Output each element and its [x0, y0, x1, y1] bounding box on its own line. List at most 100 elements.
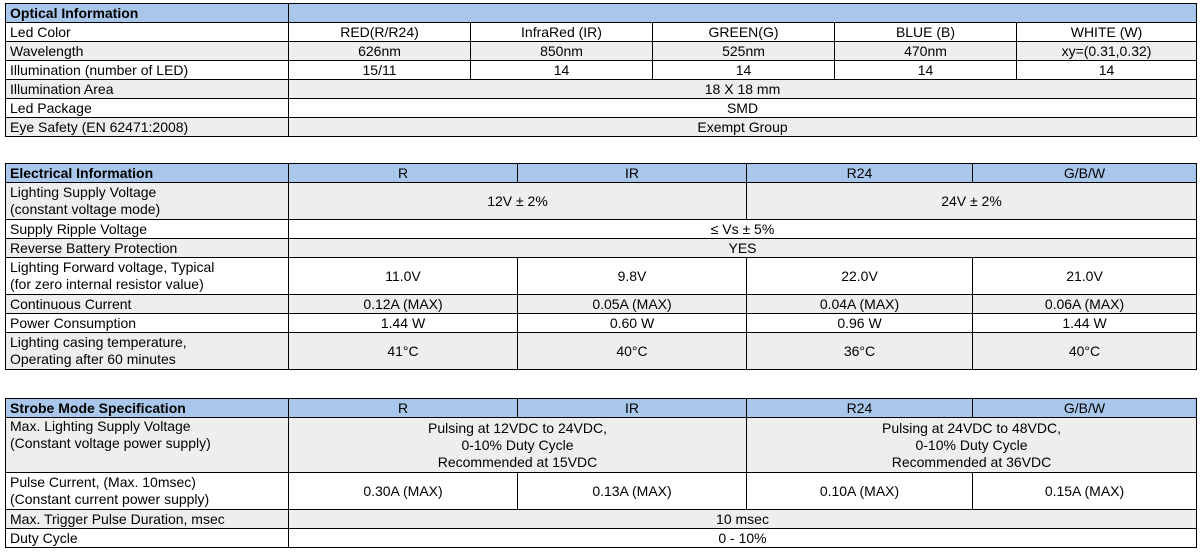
optical-information-table: Optical Information Led Color RED(R/R24)… [5, 3, 1198, 137]
row-label: Lighting Supply Voltage (constant voltag… [5, 182, 289, 220]
column-header: R24 [746, 398, 973, 418]
table-row: Max. Lighting Supply Voltage (Constant v… [5, 417, 1197, 473]
table-row: Led Package SMD [5, 98, 1198, 118]
strobe-mode-table: Strobe Mode Specification R IR R24 G/B/W… [5, 398, 1197, 548]
table-cell: Pulsing at 24VDC to 48VDC, 0-10% Duty Cy… [746, 417, 1197, 473]
row-label-line: Max. Lighting Supply Voltage [10, 418, 191, 435]
table-row: Eye Safety (EN 62471:2008) Exempt Group [5, 117, 1198, 137]
table-cell: WHITE (W) [1015, 22, 1198, 42]
table-cell: RED(R/R24) [288, 22, 471, 42]
column-header: R24 [746, 163, 973, 183]
row-label-line: Operating after 60 minutes [10, 351, 176, 367]
cell-line: Recommended at 15VDC [437, 453, 598, 470]
cell-line: 0-10% Duty Cycle [915, 436, 1028, 453]
strobe-title: Strobe Mode Specification [5, 398, 289, 418]
table-cell: InfraRed (IR) [470, 22, 653, 42]
table-row: Illumination Area 18 X 18 mm [5, 79, 1198, 99]
table-row: Lighting casing temperature, Operating a… [5, 332, 1197, 370]
column-header: G/B/W [972, 163, 1197, 183]
strobe-header-row: Strobe Mode Specification R IR R24 G/B/W [5, 398, 1197, 418]
table-cell: Pulsing at 12VDC to 24VDC, 0-10% Duty Cy… [288, 417, 747, 473]
row-label-line: (for zero internal resistor value) [10, 276, 204, 292]
table-cell: BLUE (B) [834, 22, 1017, 42]
row-label: Led Color [5, 22, 289, 42]
column-header: R [288, 163, 518, 183]
table-row: Led Color RED(R/R24) InfraRed (IR) GREEN… [5, 22, 1198, 42]
table-cell: 15/11 [288, 60, 471, 80]
optical-header-row: Optical Information [5, 3, 1198, 23]
table-cell: 0.60 W [517, 313, 747, 333]
row-label: Led Package [5, 98, 289, 118]
cell-line: Pulsing at 12VDC to 24VDC, [428, 419, 607, 436]
table-cell: 525nm [652, 41, 835, 61]
table-cell: 1.44 W [288, 313, 518, 333]
table-cell: ≤ Vs ± 5% [288, 219, 1197, 239]
row-label: Power Consumption [5, 313, 289, 333]
row-label: Continuous Current [5, 294, 289, 314]
cell-line: Recommended at 36VDC [891, 453, 1052, 470]
cell-line: 0-10% Duty Cycle [461, 436, 574, 453]
row-label: Supply Ripple Voltage [5, 219, 289, 239]
table-cell: 850nm [470, 41, 653, 61]
row-label-line: (Constant current power supply) [10, 491, 210, 507]
row-label-line: Lighting Supply Voltage [10, 184, 157, 200]
optical-title: Optical Information [5, 3, 289, 23]
row-label: Illumination (number of LED) [5, 60, 289, 80]
table-cell: 0.05A (MAX) [517, 294, 747, 314]
table-cell: GREEN(G) [652, 22, 835, 42]
row-label: Max. Lighting Supply Voltage (Constant v… [5, 417, 289, 473]
table-cell: 14 [834, 60, 1017, 80]
row-label: Lighting casing temperature, Operating a… [5, 332, 289, 370]
row-label: Wavelength [5, 41, 289, 61]
column-header: R [288, 398, 518, 418]
column-header: IR [517, 398, 747, 418]
table-row: Pulse Current, (Max. 10msec) (Constant c… [5, 472, 1197, 510]
table-row: Power Consumption 1.44 W 0.60 W 0.96 W 1… [5, 313, 1197, 333]
column-header: G/B/W [972, 398, 1197, 418]
table-row: Continuous Current 0.12A (MAX) 0.05A (MA… [5, 294, 1197, 314]
row-label: Duty Cycle [5, 528, 289, 548]
table-cell: 10 msec [288, 509, 1197, 529]
table-cell: 0.15A (MAX) [972, 472, 1197, 510]
table-cell: Exempt Group [287, 117, 1198, 137]
table-cell: 22.0V [746, 257, 973, 295]
table-row: Lighting Supply Voltage (constant voltag… [5, 182, 1197, 220]
row-label: Illumination Area [5, 79, 289, 99]
table-cell: 0.10A (MAX) [746, 472, 973, 510]
table-cell: 0.04A (MAX) [746, 294, 973, 314]
table-cell: 14 [1015, 60, 1198, 80]
row-label: Eye Safety (EN 62471:2008) [5, 117, 289, 137]
table-row: Duty Cycle 0 - 10% [5, 528, 1197, 548]
table-cell: 21.0V [972, 257, 1197, 295]
table-row: Supply Ripple Voltage ≤ Vs ± 5% [5, 219, 1197, 239]
table-cell: 0.13A (MAX) [517, 472, 747, 510]
row-label: Lighting Forward voltage, Typical (for z… [5, 257, 289, 295]
row-label-line: Pulse Current, (Max. 10msec) [10, 474, 196, 490]
table-cell: 40°C [517, 332, 747, 370]
row-label-line: Lighting Forward voltage, Typical [10, 259, 215, 275]
table-cell: 0.12A (MAX) [288, 294, 518, 314]
row-label: Reverse Battery Protection [5, 238, 289, 258]
table-cell: 470nm [834, 41, 1017, 61]
table-row: Wavelength 626nm 850nm 525nm 470nm xy=(0… [5, 41, 1198, 61]
optical-header-fill [287, 3, 1198, 23]
table-cell: 12V ± 2% [288, 182, 747, 220]
electrical-information-table: Electrical Information R IR R24 G/B/W Li… [5, 163, 1197, 370]
column-header: IR [517, 163, 747, 183]
table-cell: 18 X 18 mm [287, 79, 1198, 99]
row-label: Max. Trigger Pulse Duration, msec [5, 509, 289, 529]
table-cell: 626nm [288, 41, 471, 61]
electrical-title: Electrical Information [5, 163, 289, 183]
table-cell: 0.30A (MAX) [288, 472, 518, 510]
table-cell: 40°C [972, 332, 1197, 370]
table-row: Max. Trigger Pulse Duration, msec 10 mse… [5, 509, 1197, 529]
table-cell: 0.06A (MAX) [972, 294, 1197, 314]
table-cell: 24V ± 2% [746, 182, 1197, 220]
table-cell: 9.8V [517, 257, 747, 295]
table-cell: YES [288, 238, 1197, 258]
row-label-line: (Constant voltage power supply) [10, 435, 211, 451]
row-label-line: (constant voltage mode) [10, 201, 161, 217]
table-cell: 0.96 W [746, 313, 973, 333]
table-cell: xy=(0.31,0.32) [1015, 41, 1198, 61]
table-cell: 0 - 10% [288, 528, 1197, 548]
